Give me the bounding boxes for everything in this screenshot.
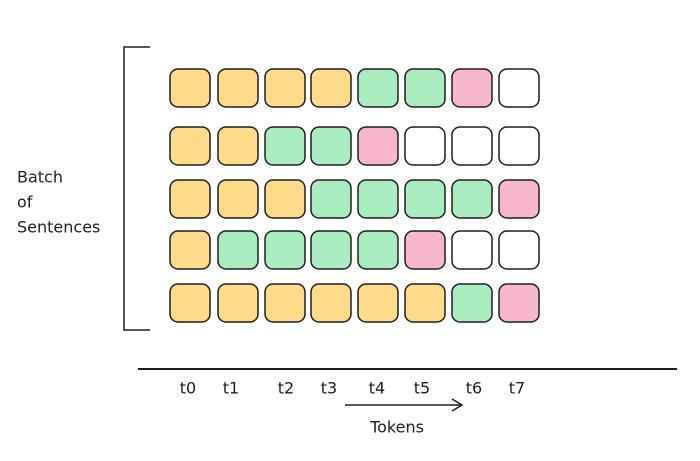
- token-cell: [498, 283, 540, 323]
- token-cell: [451, 126, 493, 166]
- token-cell: [217, 68, 259, 108]
- token-label: t3: [321, 379, 337, 398]
- token-cell: [498, 230, 540, 270]
- token-cell: [169, 283, 211, 323]
- token-label: t6: [466, 379, 482, 398]
- token-label: t7: [509, 379, 525, 398]
- token-cell: [169, 230, 211, 270]
- tokens-arrow: [345, 398, 464, 412]
- token-label: t5: [414, 379, 430, 398]
- axis-label: Tokens: [369, 418, 424, 437]
- token-cell: [357, 179, 399, 219]
- token-label: t1: [223, 379, 239, 398]
- token-cell: [498, 126, 540, 166]
- token-cell: [357, 68, 399, 108]
- token-cell: [404, 230, 446, 270]
- token-cell: [264, 68, 306, 108]
- token-cell: [451, 230, 493, 270]
- token-cell: [498, 179, 540, 219]
- token-cell: [357, 283, 399, 323]
- token-cell: [451, 179, 493, 219]
- token-cell: [357, 126, 399, 166]
- token-cell: [217, 179, 259, 219]
- token-cell: [404, 283, 446, 323]
- token-cell: [217, 126, 259, 166]
- token-label: t4: [369, 379, 385, 398]
- token-cell: [169, 179, 211, 219]
- token-cell: [264, 179, 306, 219]
- token-cell: [310, 283, 352, 323]
- batch-label: of: [17, 193, 33, 212]
- token-cell: [169, 126, 211, 166]
- token-cell: [498, 68, 540, 108]
- token-cell: [169, 68, 211, 108]
- token-cell: [310, 126, 352, 166]
- token-cell: [451, 283, 493, 323]
- batch-label: Sentences: [17, 218, 100, 237]
- token-cell: [264, 230, 306, 270]
- token-cell: [217, 283, 259, 323]
- token-label: t2: [278, 379, 294, 398]
- token-cell: [217, 230, 259, 270]
- token-cell: [310, 230, 352, 270]
- token-cell: [264, 283, 306, 323]
- token-cell: [404, 126, 446, 166]
- token-cell: [451, 68, 493, 108]
- token-cell: [264, 126, 306, 166]
- token-cell: [404, 68, 446, 108]
- batch-label: Batch: [17, 168, 63, 187]
- token-cell: [404, 179, 446, 219]
- bracket: [123, 46, 150, 331]
- token-label: t0: [180, 379, 196, 398]
- token-cell: [310, 68, 352, 108]
- token-cell: [310, 179, 352, 219]
- token-cell: [357, 230, 399, 270]
